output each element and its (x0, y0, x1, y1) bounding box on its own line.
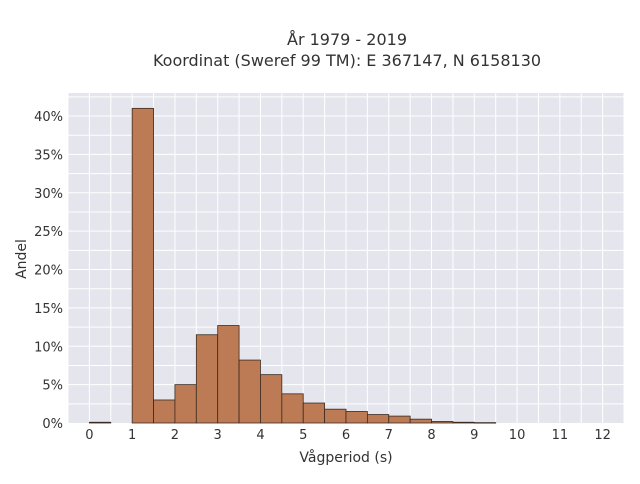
histogram-bar (174, 384, 197, 424)
x-tick-label: 1 (128, 428, 136, 443)
histogram-bar (388, 415, 411, 424)
histogram-bar (88, 421, 112, 424)
x-tick-label: 0 (85, 428, 93, 443)
histogram-bar (473, 422, 497, 424)
histogram-bar (345, 411, 368, 424)
chart-title-line2: Koordinat (Sweref 99 TM): E 367147, N 61… (153, 51, 541, 70)
y-tick-label: 5% (42, 379, 63, 394)
grid-lines (67, 93, 625, 423)
histogram-bars (88, 107, 497, 424)
x-tick-label: 11 (552, 428, 569, 443)
x-tick-label: 2 (171, 428, 179, 443)
histogram-bar (195, 334, 219, 424)
x-tick-label: 10 (509, 428, 526, 443)
y-tick-label: 0% (42, 417, 63, 432)
histogram-bar (324, 408, 347, 424)
x-tick-label: 12 (594, 428, 611, 443)
x-tick-label: 6 (342, 428, 350, 443)
histogram-bar (238, 359, 261, 424)
y-tick-label: 15% (34, 302, 63, 317)
y-tick-label: 10% (34, 340, 63, 355)
histogram-bar (260, 374, 283, 424)
y-tick-label: 25% (34, 225, 63, 240)
x-tick-label: 3 (214, 428, 222, 443)
y-tick-label: 40% (34, 110, 63, 125)
y-tick-label: 35% (34, 148, 63, 163)
x-axis-label: Vågperiod (s) (299, 449, 392, 466)
x-tick-label: 8 (427, 428, 435, 443)
x-tick-label: 7 (385, 428, 393, 443)
y-axis-label: Andel (14, 239, 30, 279)
histogram-bar (366, 414, 390, 424)
x-tick-label: 5 (299, 428, 307, 443)
y-tick-label: 30% (34, 187, 63, 202)
x-tick-label: 4 (256, 428, 264, 443)
x-tick-labels: 0 1 2 3 4 5 6 7 8 9 10 11 12 (85, 428, 611, 443)
histogram-bar (431, 421, 454, 424)
histogram-bar (131, 107, 154, 424)
histogram-bar (153, 399, 176, 424)
histogram-bar (217, 325, 240, 424)
y-tick-label: 20% (34, 264, 63, 279)
histogram-bar (302, 402, 326, 424)
chart-title-line1: År 1979 - 2019 (287, 30, 407, 49)
histogram-bar (281, 393, 304, 424)
y-tick-labels: 0% 5% 10% 15% 20% 25% 30% 35% 40% (34, 110, 63, 432)
x-tick-label: 9 (470, 428, 478, 443)
histogram-bar (409, 418, 432, 424)
histogram-bar (452, 421, 475, 424)
